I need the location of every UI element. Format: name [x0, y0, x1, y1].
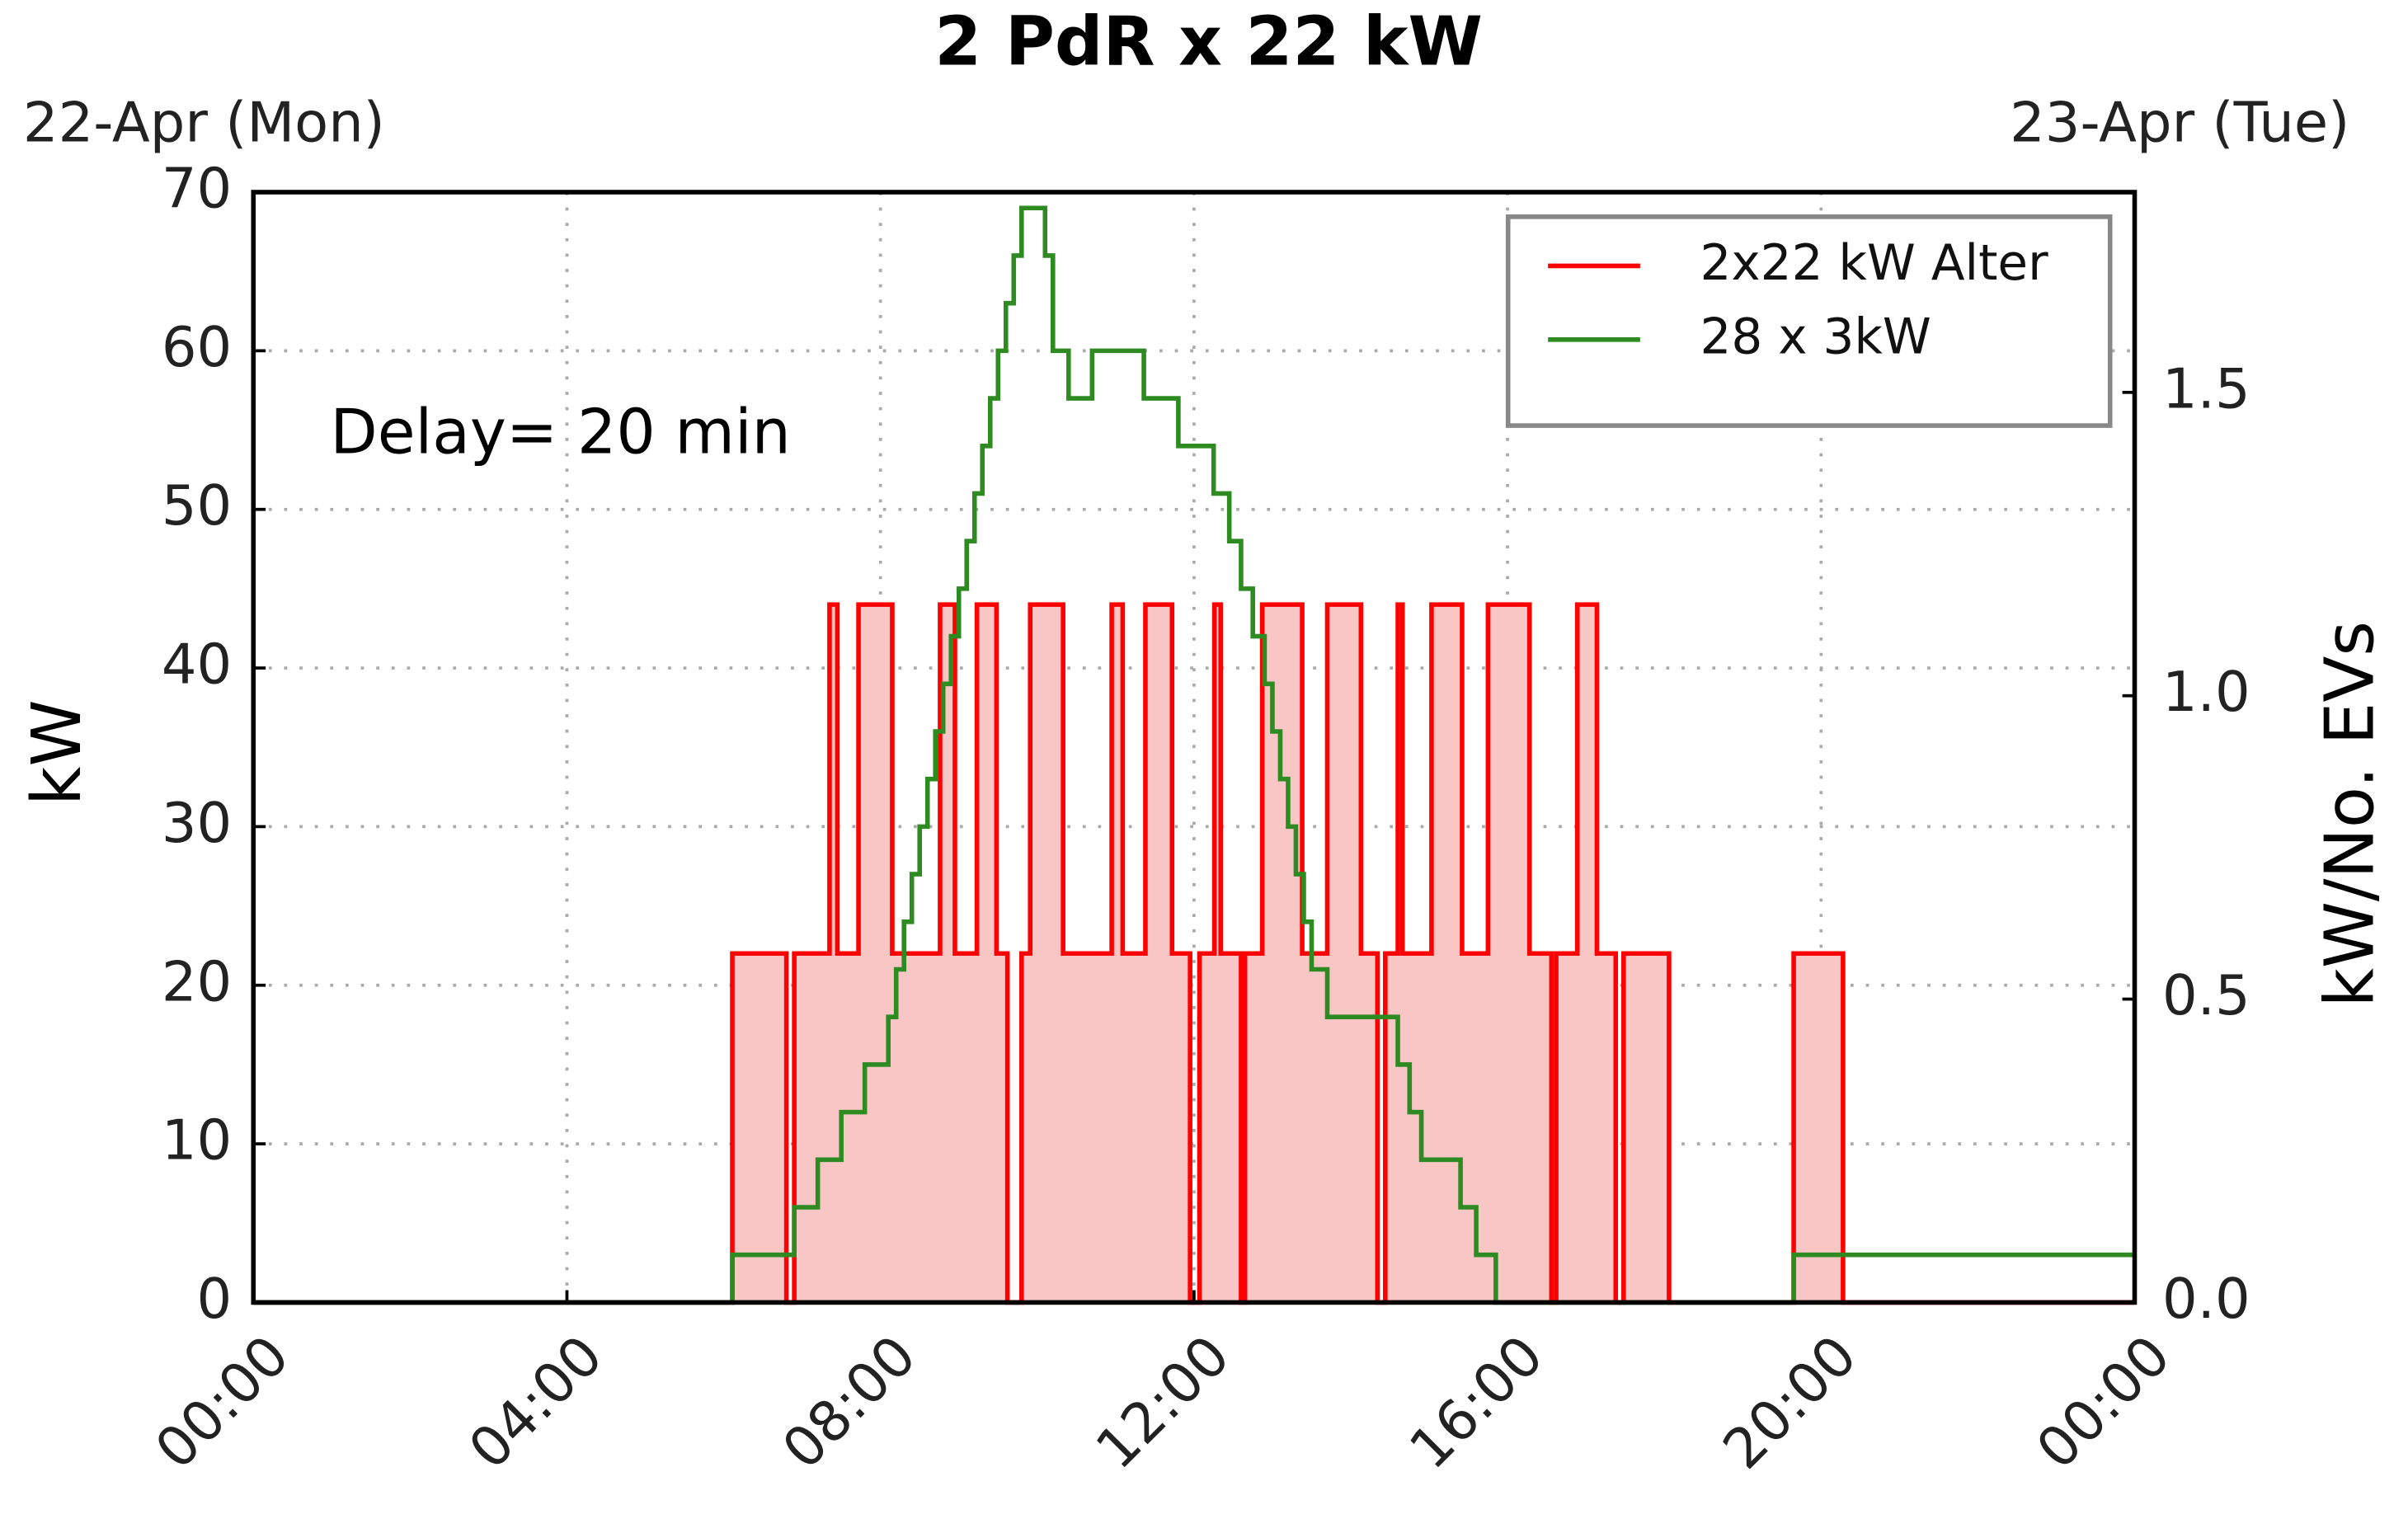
- y2-tick-label: 0.0: [2162, 1267, 2250, 1331]
- annotation: Delay= 20 min: [330, 397, 790, 468]
- legend-label: 2x22 kW Alter: [1700, 235, 2049, 292]
- legend: 2x22 kW Alter 28 x 3kW: [1505, 214, 2113, 428]
- y-tick-label: 30: [162, 791, 232, 855]
- y2-tick-label: 0.5: [2162, 963, 2250, 1027]
- y-tick-label: 40: [162, 632, 232, 697]
- x-tick-label: 00:00: [143, 1324, 301, 1482]
- legend-label: 28 x 3kW: [1700, 308, 1931, 365]
- y2-axis-label: kW/No. EVs: [2311, 621, 2389, 1008]
- legend-box: [1505, 214, 2113, 428]
- y-axis-label: kW: [18, 700, 96, 806]
- chart-title: 2 PdR x 22 kW: [934, 3, 1483, 82]
- area: [253, 604, 2135, 1303]
- y2-tick-label: 1.5: [2162, 356, 2250, 421]
- plot-frame: [251, 190, 2138, 1305]
- y-tick-label: 0: [197, 1267, 233, 1331]
- x-tick-label: 16:00: [1397, 1324, 1555, 1482]
- x-tick-label: 00:00: [2025, 1324, 2183, 1482]
- line: [253, 602, 2135, 1305]
- date-label: 22-Apr (Mon): [23, 90, 385, 154]
- x-tick-label: 12:00: [1084, 1324, 1242, 1482]
- y-tick-label: 70: [162, 157, 232, 221]
- x-tick-label: 04:00: [457, 1324, 615, 1482]
- line: [253, 205, 2135, 1305]
- x-tick-label: 20:00: [1711, 1324, 1869, 1482]
- y2-tick-label: 1.0: [2162, 660, 2250, 724]
- y-tick-label: 10: [162, 1108, 232, 1173]
- y-tick-label: 20: [162, 949, 232, 1013]
- x-tick-label: 08:00: [770, 1324, 929, 1482]
- date-label: 23-Apr (Tue): [2010, 90, 2349, 154]
- y-tick-label: 60: [162, 315, 232, 379]
- y-tick-label: 50: [162, 473, 232, 538]
